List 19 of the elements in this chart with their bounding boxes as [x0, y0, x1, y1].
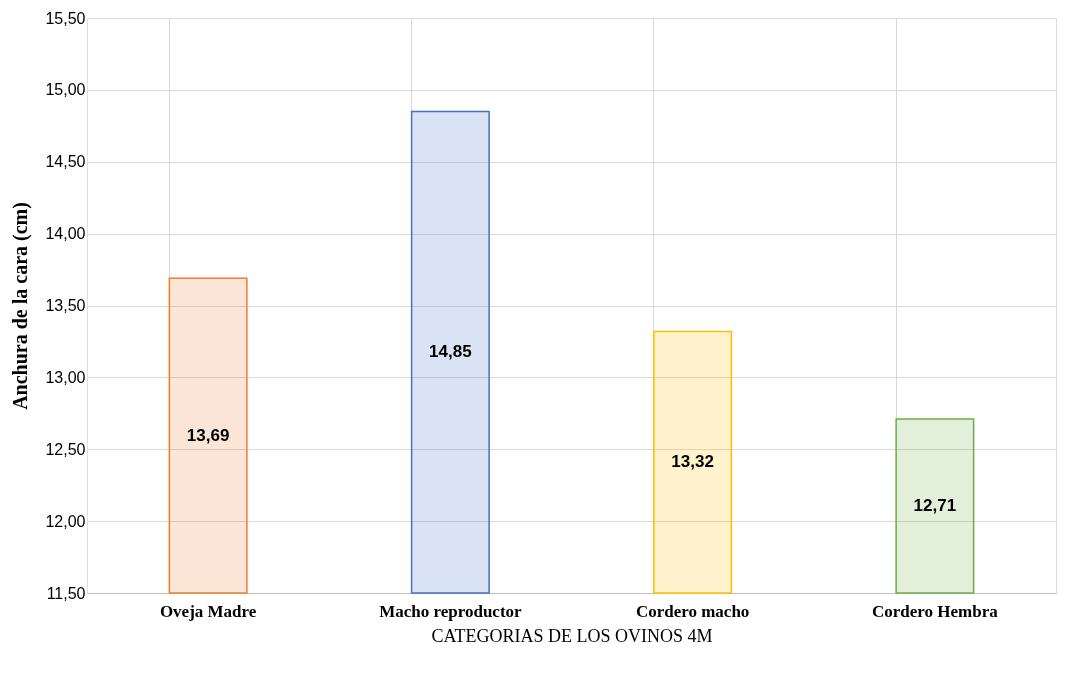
y-tick-label: 14,00: [45, 225, 86, 243]
x-tick-label: Macho reproductor: [379, 601, 523, 621]
x-axis-title: CATEGORIAS DE LOS OVINOS 4M: [431, 625, 713, 646]
y-tick-label: 13,00: [45, 368, 86, 386]
data-label: 13,32: [671, 452, 714, 472]
y-axis-title: Anchura de la cara (cm): [9, 202, 33, 410]
x-tick-label: Cordero Hembra: [872, 601, 999, 621]
y-tick-label: 12,50: [45, 440, 86, 458]
data-label: 13,69: [186, 425, 230, 445]
y-tick-label: 14,50: [45, 153, 86, 171]
data-label: 12,71: [913, 496, 957, 516]
y-tick-label: 15,50: [45, 9, 86, 27]
data-label: 14,85: [429, 342, 472, 362]
y-tick-label: 15,00: [45, 81, 86, 99]
y-tick-label: 12,00: [45, 512, 86, 530]
y-tick-label: 11,50: [46, 584, 86, 602]
y-tick-label: 13,50: [45, 297, 86, 314]
x-tick-label: Oveja Madre: [159, 601, 257, 621]
x-tick-label: Cordero macho: [635, 601, 750, 621]
